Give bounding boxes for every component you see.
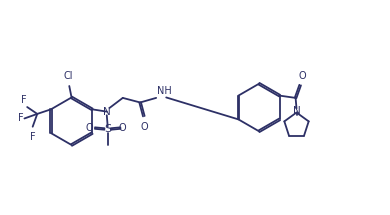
Text: O: O: [141, 122, 149, 132]
Text: N: N: [103, 107, 111, 117]
Text: N: N: [292, 106, 300, 116]
Text: O: O: [299, 71, 306, 81]
Text: F: F: [30, 132, 35, 142]
Text: O: O: [85, 123, 93, 133]
Text: F: F: [18, 114, 24, 123]
Text: S: S: [104, 124, 111, 134]
Text: O: O: [118, 123, 126, 133]
Text: F: F: [21, 95, 27, 105]
Text: NH: NH: [157, 86, 171, 96]
Text: Cl: Cl: [64, 71, 73, 81]
